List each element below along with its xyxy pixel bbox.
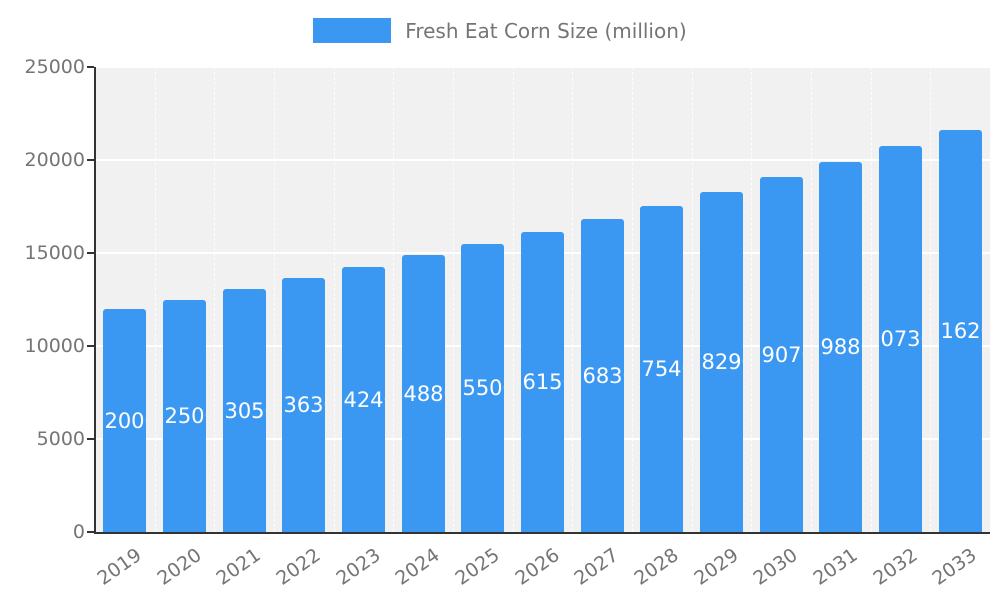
vertical-gridline: [751, 67, 752, 532]
vertical-gridline: [871, 67, 872, 532]
y-axis-label: 5000: [36, 428, 85, 450]
vertical-gridline: [334, 67, 335, 532]
bar-2022[interactable]: 13630: [282, 278, 325, 532]
bar-2027[interactable]: 16830: [581, 219, 624, 532]
vertical-gridline: [155, 67, 156, 532]
vertical-gridline: [811, 67, 812, 532]
bar-value-label: 17540: [640, 357, 683, 381]
bar-2033[interactable]: 21620: [939, 130, 982, 532]
bar-value-label: 14240: [342, 387, 385, 412]
horizontal-gridline: [95, 159, 990, 161]
bar-value-label: 19880: [819, 335, 862, 359]
y-axis-tick: [87, 159, 94, 161]
bar-2021[interactable]: 13050: [223, 289, 266, 532]
vertical-gridline: [930, 67, 931, 532]
y-axis-tick: [87, 531, 94, 533]
y-axis-line: [94, 67, 96, 534]
bar-2026[interactable]: 16150: [521, 232, 564, 532]
bar-value-label: 12500: [163, 404, 206, 428]
y-axis-label: 0: [72, 521, 85, 543]
vertical-gridline: [692, 67, 693, 532]
bar-2032[interactable]: 20730: [879, 146, 922, 532]
y-axis-label: 20000: [24, 149, 85, 171]
bar-2019[interactable]: 12000: [103, 309, 146, 532]
y-axis-label: 25000: [24, 56, 85, 78]
bar-2025[interactable]: 15500: [461, 244, 504, 532]
vertical-gridline: [572, 67, 573, 532]
bar-2020[interactable]: 12500: [163, 300, 206, 532]
bar-2024[interactable]: 14880: [402, 255, 445, 532]
bar-2031[interactable]: 19880: [819, 162, 862, 532]
bar-value-label: 16150: [521, 370, 564, 394]
bar-2028[interactable]: 17540: [640, 206, 683, 532]
bar-value-label: 16830: [581, 363, 624, 388]
y-axis-tick: [87, 345, 94, 347]
vertical-gridline: [393, 67, 394, 532]
bar-2030[interactable]: 19070: [760, 177, 803, 532]
vertical-gridline: [990, 67, 991, 532]
y-axis-label: 10000: [24, 335, 85, 357]
vertical-gridline: [214, 67, 215, 532]
bar-2023[interactable]: 14240: [342, 267, 385, 532]
y-axis-tick: [87, 438, 94, 440]
x-axis-line: [94, 532, 990, 534]
bar-value-label: 15500: [461, 376, 504, 400]
legend-swatch: [313, 18, 392, 43]
bar-2029[interactable]: 18290: [700, 192, 743, 532]
y-axis-tick: [87, 252, 94, 254]
y-axis-tick: [87, 66, 94, 68]
y-axis-label: 15000: [24, 242, 85, 264]
bar-value-label: 18290: [700, 350, 743, 374]
bar-value-label: 20730: [879, 327, 922, 351]
vertical-gridline: [274, 67, 275, 532]
bar-value-label: 13050: [223, 398, 266, 423]
chart-legend[interactable]: Fresh Eat Corn Size (million): [0, 18, 1000, 43]
legend-label: Fresh Eat Corn Size (million): [405, 18, 687, 43]
bar-value-label: 21620: [939, 319, 982, 343]
bar-value-label: 19070: [760, 342, 803, 367]
vertical-gridline: [453, 67, 454, 532]
bar-value-label: 14880: [402, 381, 445, 406]
bar-value-label: 12000: [103, 408, 146, 433]
vertical-gridline: [632, 67, 633, 532]
horizontal-gridline: [95, 66, 990, 68]
vertical-gridline: [513, 67, 514, 532]
bar-value-label: 13630: [282, 393, 325, 417]
